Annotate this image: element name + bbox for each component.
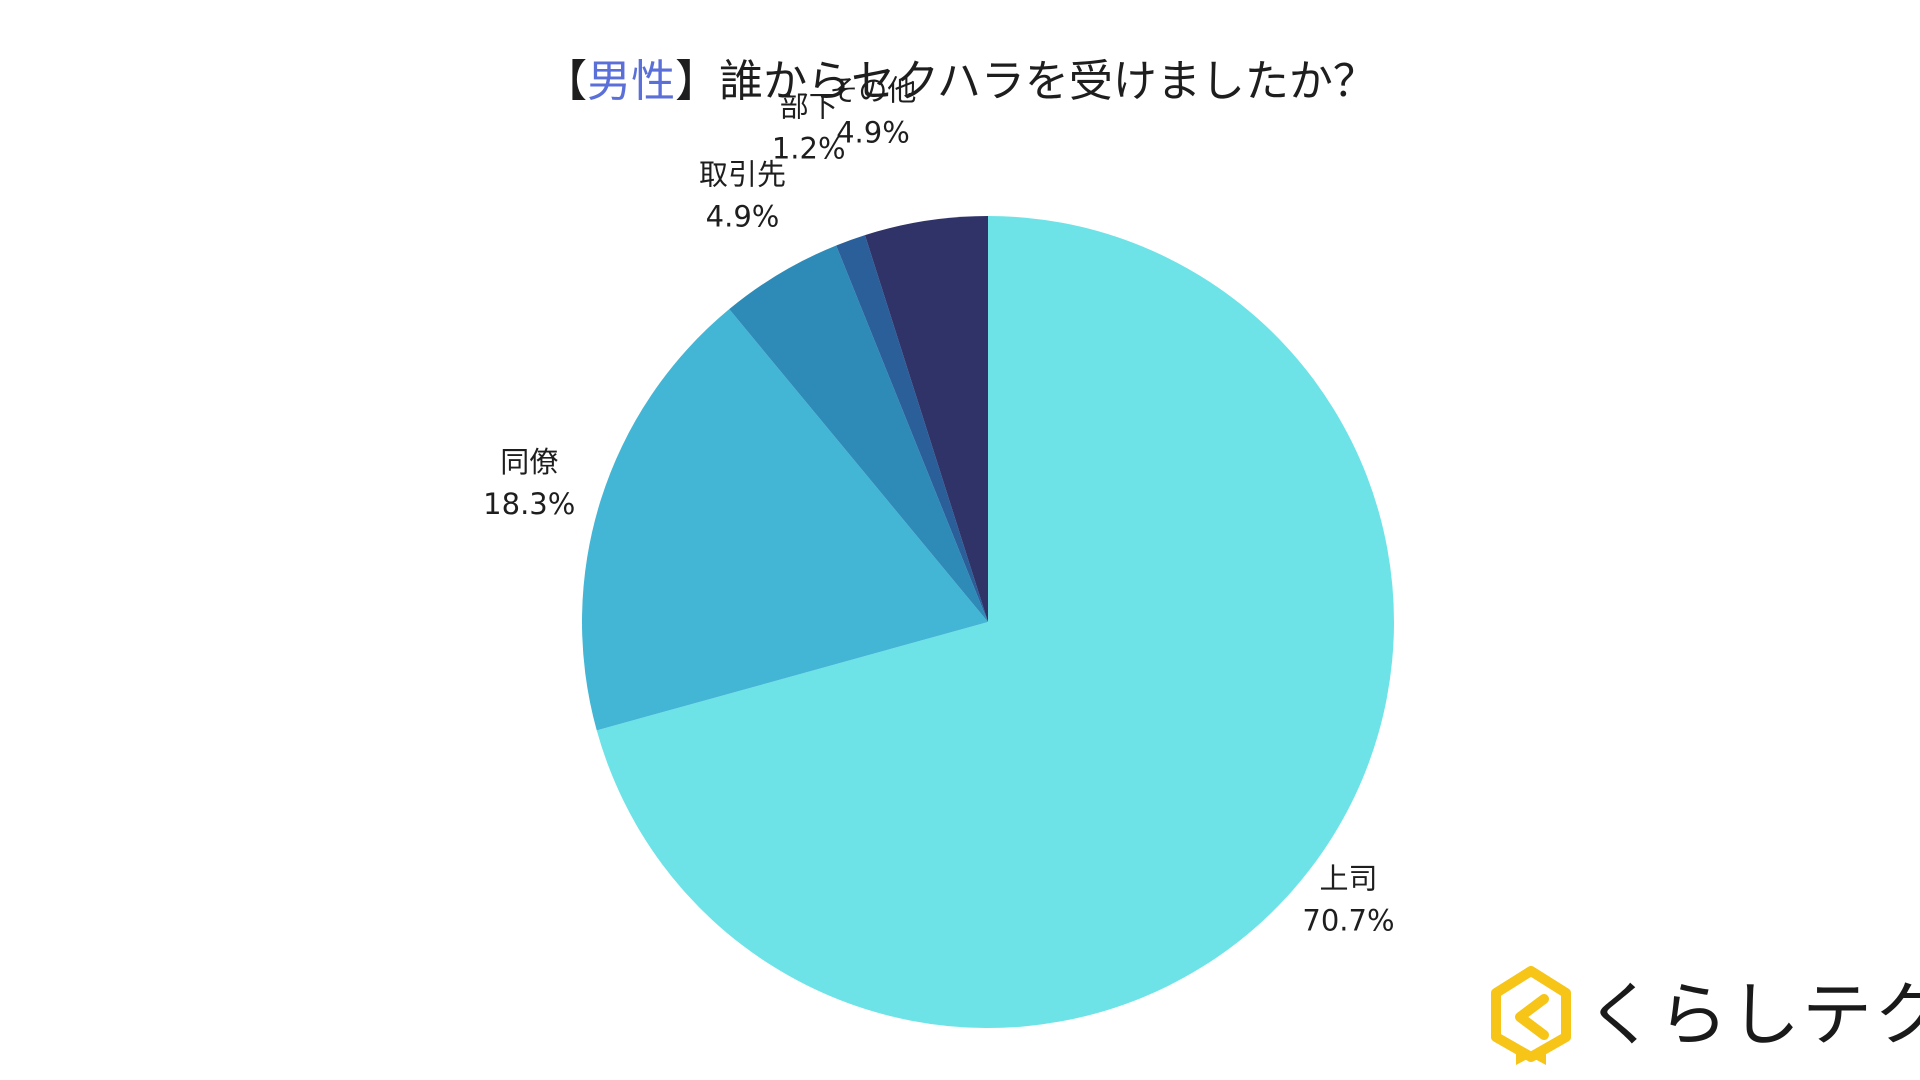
title-question: 誰からセクハラを受けましたか？ xyxy=(719,56,1377,107)
chart-title: 【男性】誰からセクハラを受けましたか？ xyxy=(0,50,1920,114)
pie-slice-4 xyxy=(864,216,988,622)
pie-slice-3 xyxy=(836,235,988,622)
k-chevron xyxy=(1515,994,1549,1040)
pie-slice-0 xyxy=(596,216,1394,1028)
pie-slice-1 xyxy=(582,309,988,731)
slice-label-name-2: 取引先 xyxy=(699,157,786,191)
slice-label-value-3: 1.2% xyxy=(772,132,846,166)
slice-label-value-4: 4.9% xyxy=(836,115,910,149)
slice-label-value-2: 4.9% xyxy=(706,199,780,233)
brand-logo-block: くらしテク xyxy=(1490,960,1920,1070)
slice-label-name-4: その他 xyxy=(829,73,916,107)
title-close-bracket: 】 xyxy=(675,56,720,107)
house-k-icon xyxy=(1491,966,1571,1065)
slice-label-name-1: 同僚 xyxy=(500,445,558,479)
slice-label-name-0: 上司 xyxy=(1319,861,1377,895)
ribbon xyxy=(1516,1049,1546,1065)
slice-label-value-0: 70.7% xyxy=(1302,903,1394,937)
pie-slice-2 xyxy=(729,245,988,622)
pie-slices xyxy=(582,216,1394,1028)
title-open-bracket: 【 xyxy=(543,56,588,107)
slice-label-name-3: 部下 xyxy=(780,90,838,124)
title-highlight: 男性 xyxy=(587,56,676,107)
slice-label-value-1: 18.3% xyxy=(483,487,575,521)
brand-name: くらしテク xyxy=(1586,974,1920,1056)
